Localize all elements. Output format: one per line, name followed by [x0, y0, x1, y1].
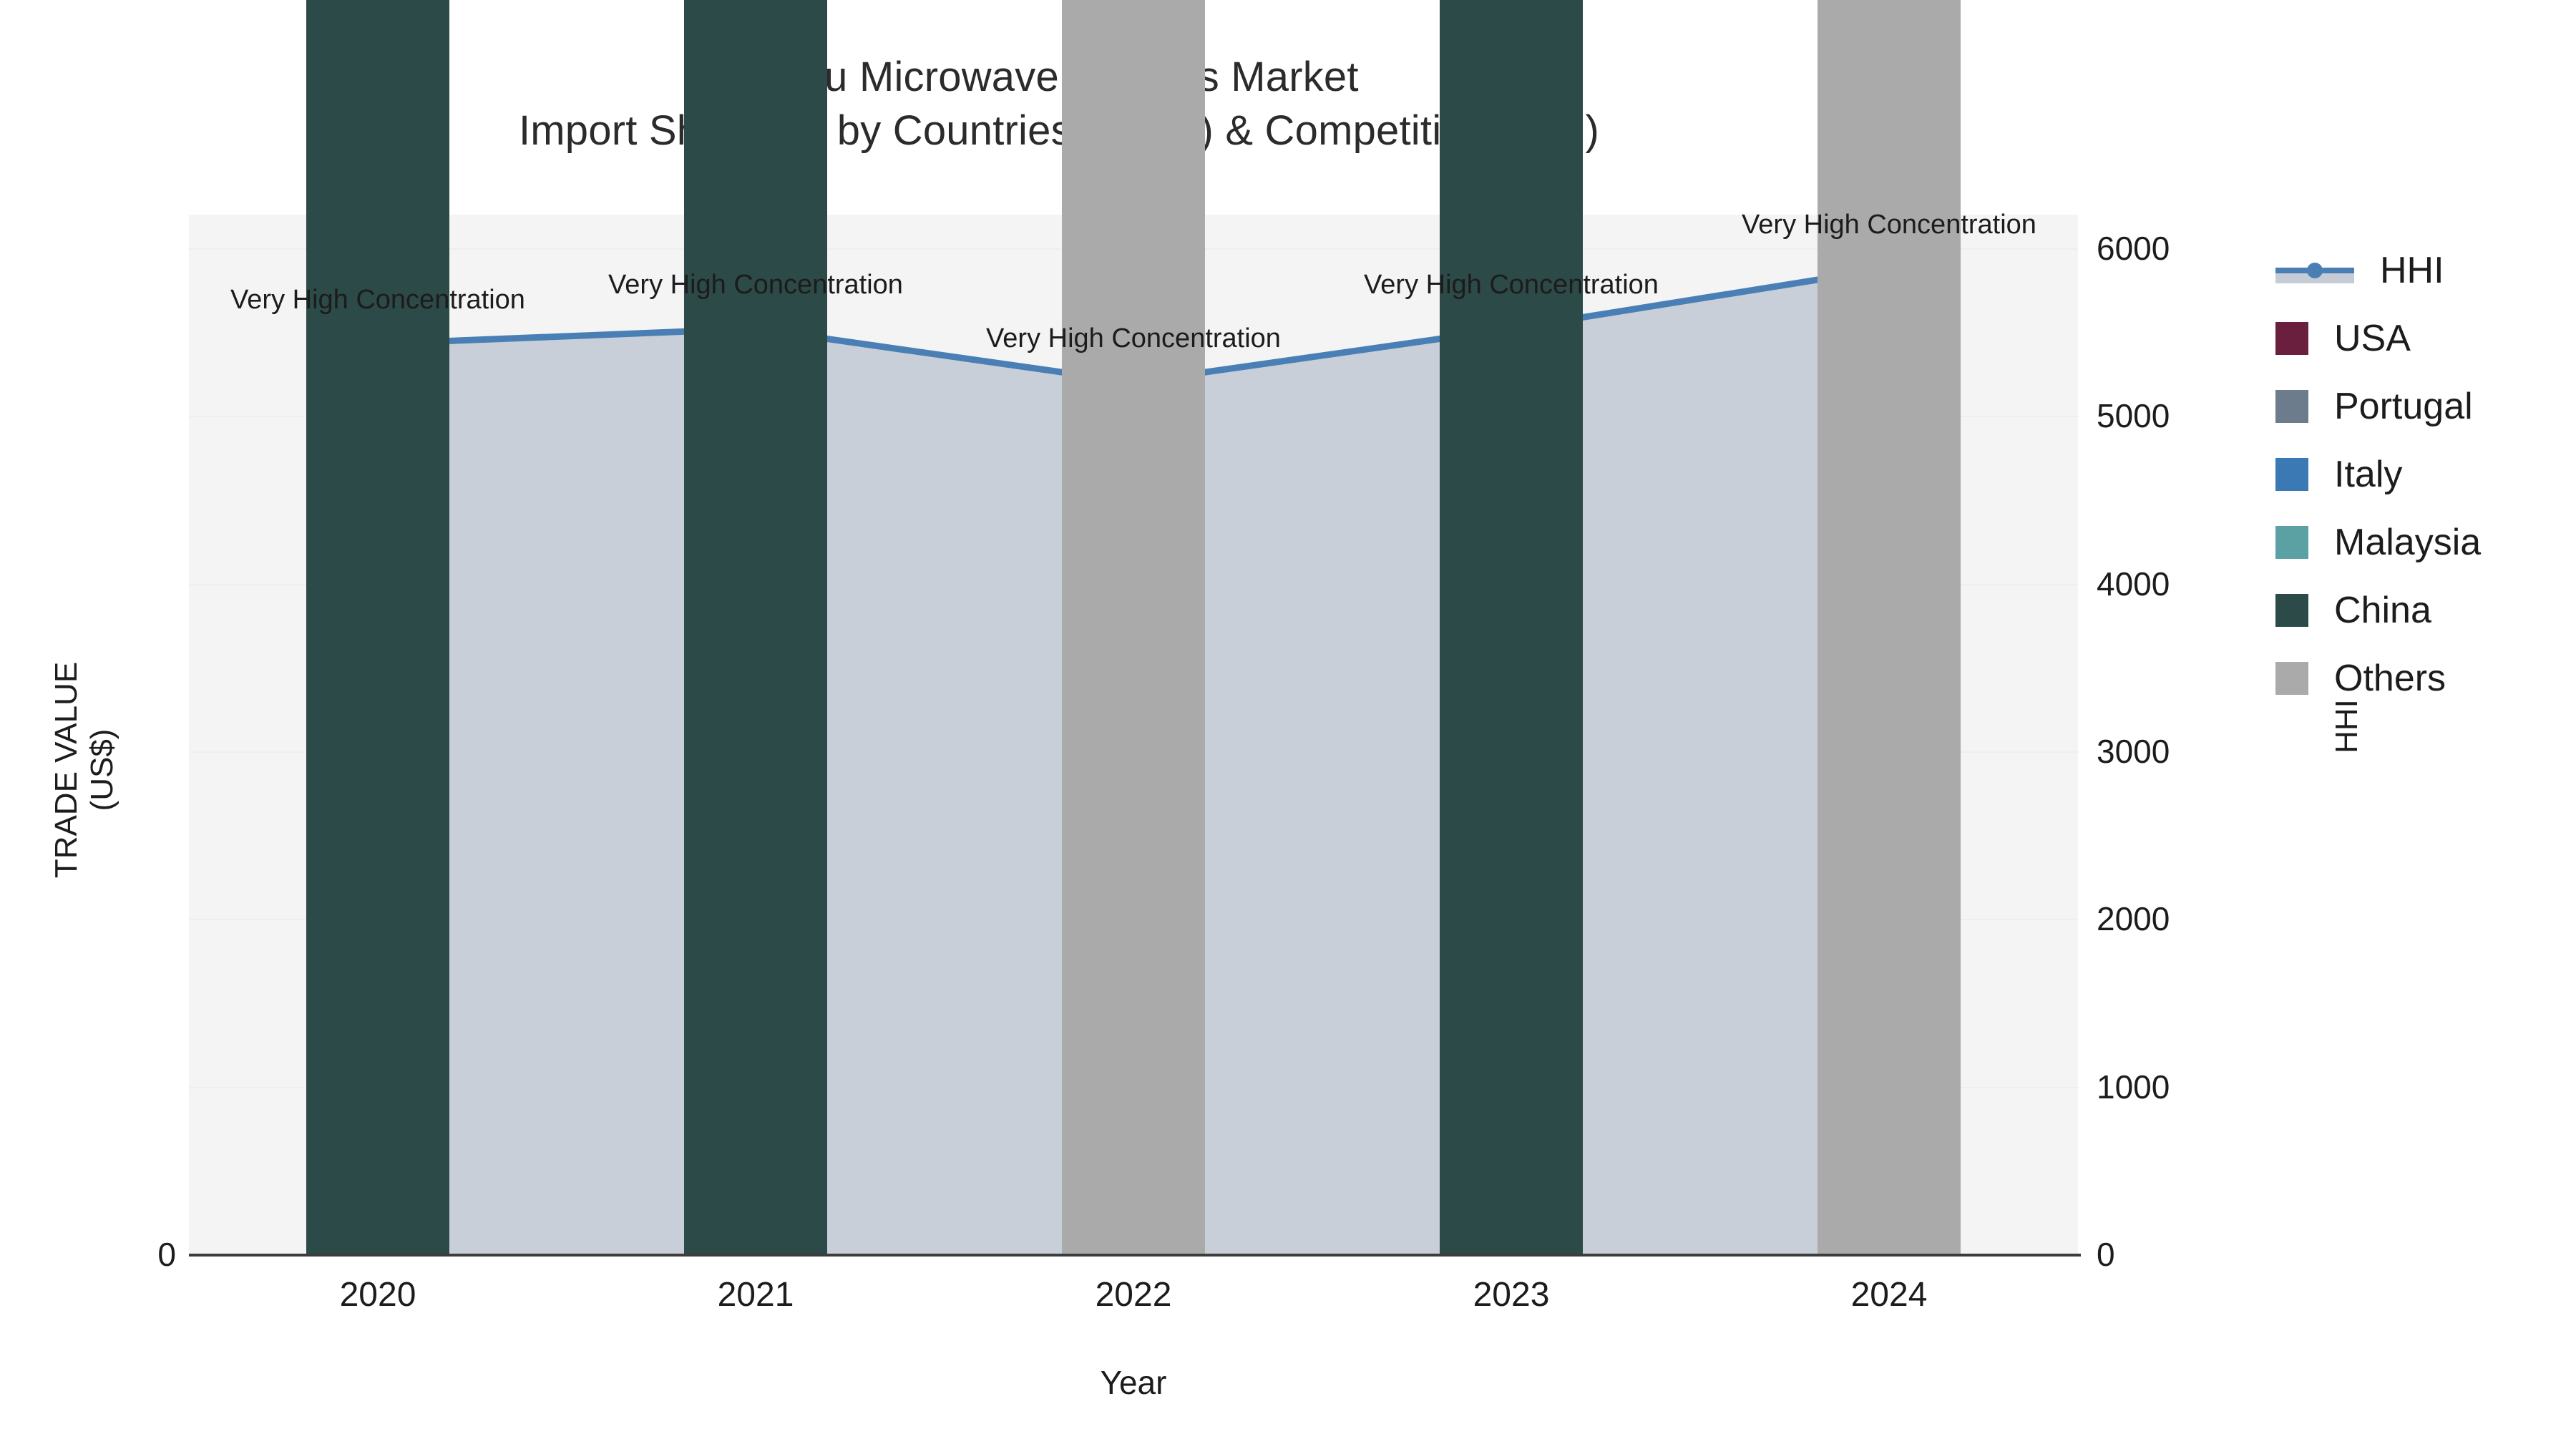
bar-segment-others[interactable]	[1818, 0, 1961, 1254]
hhi-annotation: Very High Concentration	[986, 323, 1281, 354]
hhi-annotation: Very High Concentration	[608, 270, 903, 301]
y-axis-right-tick-label: 5000	[2097, 397, 2170, 435]
bar-segment-china[interactable]	[306, 0, 449, 1254]
legend-swatch-icon	[2275, 389, 2308, 423]
x-axis-tick-label: 2022	[1095, 1276, 1172, 1314]
legend-item-label: USA	[2334, 317, 2411, 359]
y-axis-right-tick-label: 1000	[2097, 1068, 2170, 1106]
y-axis-right-ticks: 0 1000 2000 3000 4000 5000 6000	[2097, 0, 2311, 1449]
y-axis-right-tick-label: 0	[2097, 1236, 2115, 1273]
legend-item-hhi[interactable]: HHI	[2275, 236, 2481, 304]
hhi-annotation: Very High Concentration	[1742, 209, 2036, 240]
legend-item-label: Italy	[2334, 453, 2403, 495]
y-axis-left-tick-label: 0	[157, 1236, 176, 1273]
legend-line-icon	[2275, 254, 2354, 287]
x-axis-tick-label: 2020	[339, 1276, 416, 1314]
y-axis-right-tick-label: 3000	[2097, 732, 2170, 770]
hhi-annotation: Very High Concentration	[230, 285, 525, 316]
legend-item-china[interactable]: China	[2275, 576, 2481, 644]
bar-segment-china[interactable]	[684, 0, 827, 1254]
x-axis-title: Year	[1100, 1364, 1167, 1401]
x-axis-line	[189, 1254, 2081, 1257]
legend-item-others[interactable]: Others	[2275, 644, 2481, 712]
legend-swatch-icon	[2275, 661, 2308, 695]
bar-stack[interactable]	[1062, 0, 1205, 1254]
legend-swatch-icon	[2275, 457, 2308, 491]
y-axis-right-tick-label: 4000	[2097, 565, 2170, 602]
legend-swatch-icon	[2275, 321, 2308, 355]
bar-stack[interactable]	[306, 0, 449, 1254]
chart-legend: HHI USA Portugal Italy Malaysia China Others	[2275, 236, 2481, 712]
legend-item-label: Malaysia	[2334, 521, 2482, 563]
y-axis-right-tick-label: 2000	[2097, 900, 2170, 938]
legend-item-label: Others	[2334, 657, 2446, 699]
x-axis-tick-label: 2023	[1473, 1276, 1550, 1314]
legend-swatch-icon	[2275, 525, 2308, 559]
legend-item-label: Portugal	[2334, 385, 2473, 427]
x-axis-tick-label: 2024	[1850, 1276, 1928, 1314]
bar-stack[interactable]	[1818, 0, 1961, 1254]
bar-segment-others[interactable]	[1062, 0, 1205, 1254]
bar-stack[interactable]	[684, 0, 827, 1254]
legend-swatch-icon	[2275, 593, 2308, 627]
x-axis-tick-label: 2021	[717, 1276, 794, 1314]
legend-item-label: HHI	[2380, 249, 2444, 291]
y-axis-left-ticks: 02M4M6M8M10M12M14M16M18M	[0, 0, 176, 1449]
bars-layer	[189, 0, 2078, 1254]
legend-item-usa[interactable]: USA	[2275, 304, 2481, 372]
y-axis-left-title: TRADE VALUE (US$)	[49, 661, 119, 879]
bar-stack[interactable]	[1440, 0, 1583, 1254]
hhi-annotation: Very High Concentration	[1364, 270, 1659, 301]
legend-item-portugal[interactable]: Portugal	[2275, 372, 2481, 440]
bar-segment-china[interactable]	[1440, 0, 1583, 1254]
legend-item-label: China	[2334, 589, 2431, 631]
legend-item-italy[interactable]: Italy	[2275, 440, 2481, 508]
legend-item-malaysia[interactable]: Malaysia	[2275, 508, 2481, 576]
y-axis-right-tick-label: 6000	[2097, 229, 2170, 267]
